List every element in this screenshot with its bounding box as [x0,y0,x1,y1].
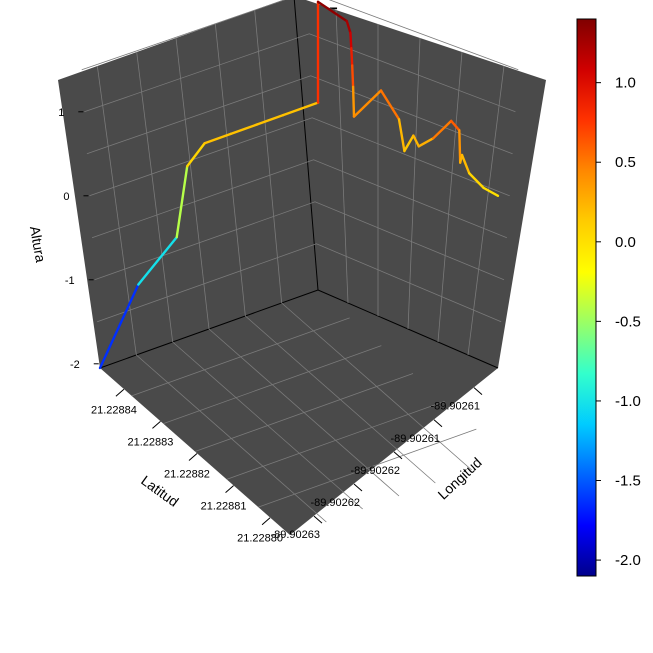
colorbar-tick-label: -2.0 [615,552,641,569]
longitude-tick-label: -89.90262 [350,465,400,477]
longitude-tick-label: -89.90261 [430,401,480,413]
longitude-tick-mark [313,515,323,524]
latitude-tick-label: 21.22882 [164,469,210,481]
profile-segment [255,113,285,126]
longitude-axis: -89.90261 -89.90261 -89.90262 -89.90262 -89.… [270,387,483,541]
z-axis: 1 0 -1 -2 [58,107,99,371]
grid-line [97,243,502,323]
latitude-tick-label: 21.22884 [91,404,137,416]
grid-line [281,302,472,471]
colorbar: 1.0 0.5 0.0 -0.5 -1.0 -1.5 -2.0 [576,18,641,577]
floor-panel [100,290,498,535]
z-tick-label: 1 [58,107,64,119]
latitude-tick-mark [261,517,271,526]
grid-line [214,23,246,317]
grid-line [437,51,463,343]
grid-line [89,117,510,197]
latitude-tick-mark [225,485,234,493]
latitude-tick-mark [152,421,161,429]
profile-segment [281,101,320,117]
grid-line [96,65,137,356]
grid-line [407,37,421,330]
profile-segment [351,64,355,89]
profile-segment [351,85,356,118]
colorbar-ticks: 1.0 0.5 0.0 -0.5 -1.0 -1.5 -2.0 [596,75,641,569]
colorbar-tick-label: 1.0 [615,75,636,92]
latitude-tick-label: 21.22883 [128,436,174,448]
profile-segment [468,172,485,190]
longitude-tick-mark [393,451,403,460]
profile-segment [460,153,471,175]
longitude-tick-mark [433,419,443,428]
grid-lines [81,0,519,523]
profile-segment [352,89,383,118]
profile-segment [350,47,354,67]
profile-segment [397,118,406,153]
longitude-tick-mark [473,387,483,396]
profile-segment [349,31,353,50]
profile-segment [203,132,233,145]
profile-segment [450,119,461,132]
latitude-tick-mark [115,388,125,397]
profile-segment [345,19,352,34]
profile-segment [175,165,189,239]
z-tick-label: -1 [65,275,75,287]
z-axis-title: Altura [27,225,49,264]
colorbar-tick-label: -1.5 [615,473,641,490]
longitude-tick-label: -89.90261 [390,433,440,445]
colorbar-tick-label: 0.5 [615,154,636,171]
latitude-tick-label: 21.22881 [201,501,247,513]
profile-segment [379,89,401,121]
profile-segment [403,134,415,153]
grid-line [81,0,519,71]
profile-segment [417,137,435,148]
profile-segment [412,134,420,148]
profile-segment [229,123,259,136]
grid-line [136,51,174,343]
grid-line [467,65,505,356]
profile-line [98,0,500,370]
longitude-tick-label: -89.90263 [270,529,320,541]
latitude-axis: 21.22884 21.22883 21.22882 21.22881 21.22880 [91,388,283,545]
grid-line [175,37,210,330]
grid-line [335,9,349,304]
profile-segment [137,236,178,286]
z-tick-label: -2 [70,359,80,371]
longitude-tick-label: -89.90262 [310,497,360,509]
latitude-tick-label: 21.22880 [237,533,283,545]
grid-line [254,9,283,304]
colorbar-tick-label: -0.5 [615,313,641,330]
box-edge [293,0,319,291]
latitude-tick-mark [188,453,198,461]
longitude-tick-mark [353,483,363,492]
profile-segment [98,283,140,370]
profile-segment [185,142,206,168]
grid-line [94,201,505,281]
latitude-wall [58,0,318,368]
z-tick-label: 0 [63,191,69,203]
profile-segment [482,186,500,198]
colorbar-tick-label: 0.0 [615,234,636,251]
profile-segment [432,119,453,140]
profile-segment [316,0,348,23]
colorbar-tick-label: -1.0 [615,393,641,410]
grid-line [91,159,508,239]
colorbar-ramp [576,18,597,577]
plot-box [58,0,546,535]
longitude-wall [294,0,546,368]
profile-segment [458,129,462,164]
grid-line [84,33,516,113]
